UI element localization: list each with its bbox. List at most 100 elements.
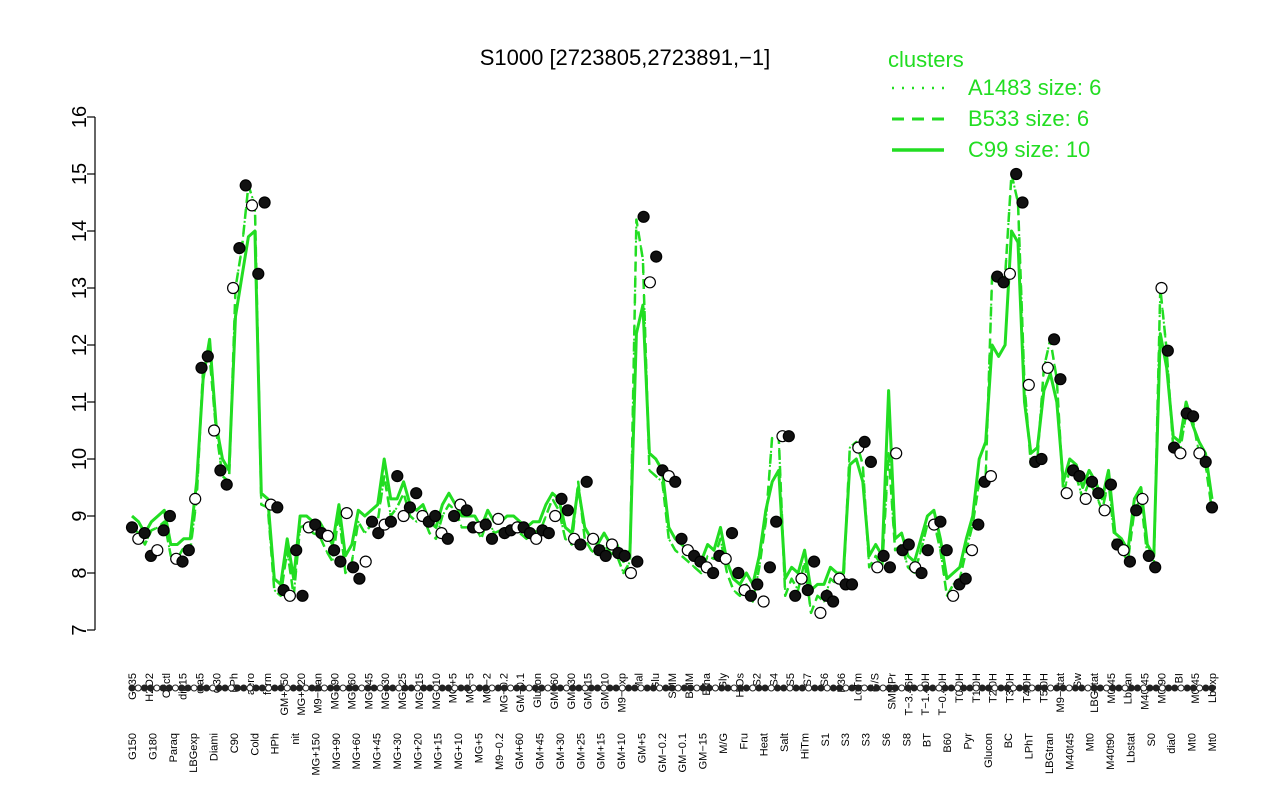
- x-tick-label: GM+60: [514, 733, 526, 769]
- data-point: [252, 267, 265, 280]
- data-point: [915, 566, 928, 580]
- x-tick-marker: [1202, 684, 1210, 692]
- data-point: [138, 526, 151, 540]
- x-tick-marker: [823, 684, 831, 692]
- x-tick-marker: [1103, 684, 1110, 692]
- x-tick-label: MG+5: [473, 733, 485, 763]
- x-tick-label: MG−0.2: [498, 673, 510, 712]
- x-tick-marker: [836, 684, 844, 692]
- x-tick-label: Mt0: [1207, 733, 1219, 751]
- x-tick-label: MG+120: [296, 673, 308, 716]
- data-point: [1073, 470, 1086, 483]
- data-point: [946, 589, 960, 602]
- x-tick-marker: [209, 684, 217, 692]
- data-point: [605, 538, 619, 551]
- x-tick-marker: [190, 684, 198, 692]
- x-tick-marker: [718, 684, 726, 692]
- y-tick-label: 11: [69, 392, 91, 413]
- x-tick-marker: [358, 684, 366, 692]
- x-tick-marker: [140, 684, 148, 692]
- x-tick-marker: [811, 684, 819, 692]
- x-tick-marker: [929, 684, 937, 692]
- data-point: [1193, 447, 1206, 460]
- x-tick-marker: [277, 684, 285, 692]
- x-tick-marker: [457, 684, 465, 692]
- series-line-solid: [131, 229, 1214, 592]
- x-tick-label: GM−0.2: [657, 733, 669, 772]
- data-point: [637, 210, 650, 223]
- x-tick-label: GM−15: [583, 673, 595, 709]
- x-tick-label: MG+45: [372, 733, 384, 769]
- data-point: [283, 589, 296, 602]
- x-tick-marker: [544, 684, 552, 692]
- x-tick-label: M40t90: [1105, 733, 1117, 770]
- data-point: [580, 475, 593, 488]
- x-tick-marker: [221, 684, 229, 692]
- data-point: [934, 515, 947, 528]
- data-point: [555, 492, 568, 505]
- x-tick-marker: [271, 684, 279, 692]
- data-point: [1010, 167, 1023, 181]
- x-tick-marker: [258, 684, 266, 692]
- x-tick-label: S7: [802, 673, 814, 686]
- x-tick-marker: [339, 684, 347, 692]
- x-tick-marker: [1146, 684, 1154, 692]
- x-tick-marker: [438, 684, 446, 692]
- x-tick-label: GM+150: [279, 673, 291, 716]
- x-tick-marker: [327, 684, 335, 692]
- data-point: [1060, 487, 1073, 500]
- data-point: [972, 518, 985, 531]
- data-point: [258, 196, 271, 209]
- data-point: [732, 566, 745, 580]
- data-point: [201, 350, 214, 363]
- x-tick-marker: [178, 684, 186, 692]
- x-tick-marker: [556, 684, 564, 692]
- data-point: [1098, 504, 1111, 517]
- x-tick-marker: [1009, 684, 1017, 692]
- data-point: [1022, 378, 1035, 391]
- data-point: [1104, 478, 1118, 491]
- data-point: [1092, 487, 1105, 500]
- x-tick-label: Etha: [701, 672, 713, 696]
- x-tick-marker: [1121, 684, 1129, 692]
- x-tick-label: Glucon: [532, 673, 544, 708]
- x-tick-marker: [494, 684, 502, 692]
- x-tick-marker: [904, 684, 912, 692]
- data-point: [959, 572, 972, 585]
- data-point: [940, 544, 953, 557]
- x-tick-marker: [1059, 684, 1067, 692]
- x-tick-marker: [463, 684, 471, 692]
- x-tick-marker: [643, 684, 651, 692]
- x-tick-label: Fru: [738, 733, 750, 750]
- x-tick-marker: [215, 684, 223, 692]
- x-tick-label: S0: [1146, 733, 1158, 746]
- legend-entry-label: C99 size: 10: [968, 137, 1090, 162]
- x-tick-marker: [171, 684, 179, 692]
- x-tick-marker: [1196, 684, 1204, 692]
- data-point: [624, 566, 638, 580]
- data-point: [125, 521, 139, 534]
- x-tick-marker: [507, 684, 515, 692]
- x-tick-marker: [774, 684, 781, 692]
- x-tick-marker: [612, 684, 620, 692]
- y-tick-label: 9: [69, 510, 91, 521]
- data-point: [441, 532, 454, 545]
- x-tick-marker: [885, 684, 893, 692]
- data-point: [530, 532, 543, 545]
- data-point: [984, 470, 998, 483]
- data-point: [1117, 544, 1130, 557]
- x-tick-marker: [252, 684, 260, 692]
- x-tick-marker: [1040, 684, 1048, 692]
- x-tick-marker: [587, 684, 595, 692]
- x-tick-label: Mt0: [1085, 733, 1097, 751]
- data-point: [1130, 504, 1143, 517]
- x-tick-marker: [308, 684, 316, 692]
- data-point: [245, 199, 259, 212]
- data-point: [271, 501, 284, 514]
- x-tick-marker: [519, 684, 527, 692]
- data-point: [744, 589, 758, 602]
- data-point: [1136, 492, 1149, 505]
- x-tick-label: GM+10: [616, 733, 628, 769]
- data-point: [795, 572, 808, 585]
- legend: clusters A1483 size: 6 B533 size: 6 C99 si…: [888, 47, 1101, 162]
